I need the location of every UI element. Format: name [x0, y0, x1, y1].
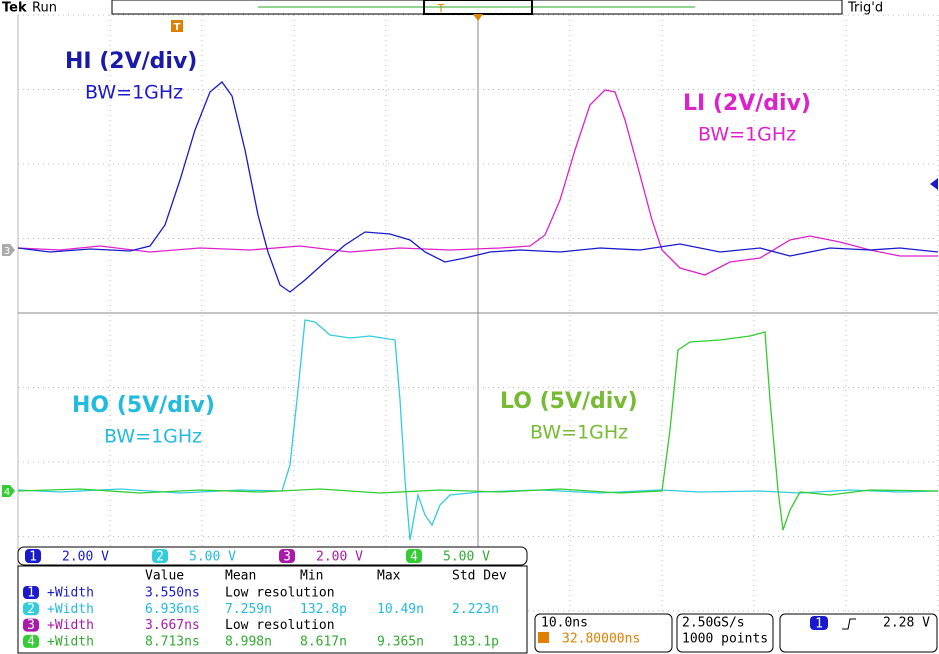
channel-badge: [25, 549, 41, 563]
li-bw: BW=1GHz: [698, 124, 796, 146]
row-cell: 9.365n: [377, 634, 424, 649]
brand: Tek: [2, 1, 27, 16]
row-name: +Width: [47, 602, 94, 617]
channel-bar: [17, 546, 528, 566]
column-header: Min: [300, 569, 323, 584]
run-status: Run: [32, 1, 57, 16]
ho-title: HO (5V/div): [72, 393, 215, 418]
trace-li: [17, 89, 938, 276]
row-cell: 8.617n: [300, 634, 347, 649]
row-cell: 10.49n: [377, 602, 424, 617]
row-cell: 6.936ns: [145, 602, 200, 617]
ch4-ground-label: 4: [4, 487, 10, 498]
ch3-ground-label: 3: [4, 246, 10, 257]
hi-bw: BW=1GHz: [85, 82, 183, 104]
column-header: Value: [145, 569, 184, 584]
row-channel: 1: [27, 586, 35, 601]
acq-box: [676, 613, 774, 653]
row-cell: 3.550ns: [145, 586, 200, 601]
channel-num: 3: [283, 550, 291, 565]
row-channel: 3: [27, 618, 35, 633]
row-cell: 132.8p: [300, 602, 347, 617]
channel-badge: [279, 549, 295, 563]
row-cell: 8.998n: [225, 634, 272, 649]
row-name: +Width: [47, 618, 94, 633]
li-title: LI (2V/div): [683, 91, 811, 116]
row-cell: 2.223n: [452, 602, 499, 617]
record-length: 1000 points: [682, 632, 768, 647]
trigger-position: [473, 14, 483, 21]
channel-num: 4: [410, 550, 418, 565]
time-scale: 10.0ns: [541, 616, 588, 631]
trace-ho: [17, 319, 939, 541]
column-header: Max: [377, 569, 401, 584]
t-marker-box: [171, 20, 183, 32]
hi-title: HI (2V/div): [65, 49, 197, 74]
ho-bw: BW=1GHz: [104, 426, 202, 448]
ch4-ground: [2, 485, 15, 497]
row-cell: 3.667ns: [145, 618, 200, 633]
column-header: Mean: [225, 569, 256, 584]
row-channel: 4: [27, 634, 35, 649]
trigger-source: 1: [815, 617, 823, 632]
slope-icon: [842, 618, 856, 630]
channel-readouts: 1 2.00 V 2 5.00 V 3 2.00 V 4 5.00 V: [25, 549, 490, 565]
trigger-level: 2.28 V: [883, 616, 930, 631]
row-badge: [23, 586, 39, 599]
trigger-source-badge: [810, 616, 828, 630]
delay: 32.80000ns: [562, 632, 640, 647]
channel-badge: [406, 549, 422, 563]
channel-badge: [152, 549, 168, 563]
measurement-rows: Value Mean Min Max Std Dev 1 +Width 3.550ns Low …: [23, 569, 507, 649]
channel-num: 2: [156, 550, 164, 565]
t-marker: T: [174, 22, 181, 33]
measurement-table: [17, 565, 528, 654]
row-cell: 183.1p: [452, 634, 499, 649]
lo-bw: BW=1GHz: [530, 422, 628, 444]
row-name: +Width: [47, 634, 94, 649]
row-cell: 7.259n: [225, 602, 272, 617]
trigger-status: Trig'd: [847, 1, 883, 16]
row-cell: Low resolution: [225, 618, 335, 633]
row-badge: [23, 634, 39, 648]
timebase-box: [534, 613, 673, 653]
column-header: Std Dev: [452, 569, 507, 584]
sample-rate: 2.50GS/s: [682, 616, 745, 631]
channel-scale: 2.00 V: [316, 550, 363, 565]
row-badge: [23, 602, 39, 616]
channel-num: 1: [29, 550, 37, 565]
delay-icon: [538, 632, 549, 643]
row-badge: [23, 618, 39, 632]
channel-scale: 5.00 V: [443, 550, 490, 565]
channel-scale: 2.00 V: [62, 550, 109, 565]
row-name: +Width: [47, 586, 94, 601]
row-channel: 2: [27, 602, 35, 617]
trigger-level-marker: [930, 178, 938, 190]
row-cell: 8.713ns: [145, 634, 200, 649]
lo-title: LO (5V/div): [500, 389, 638, 414]
row-cell: Low resolution: [225, 586, 335, 601]
trace-lo: [17, 331, 939, 531]
trace-hi: [17, 81, 939, 293]
ch3-ground: [2, 244, 15, 256]
channel-scale: 5.00 V: [189, 550, 236, 565]
position-marker: T: [437, 2, 445, 15]
